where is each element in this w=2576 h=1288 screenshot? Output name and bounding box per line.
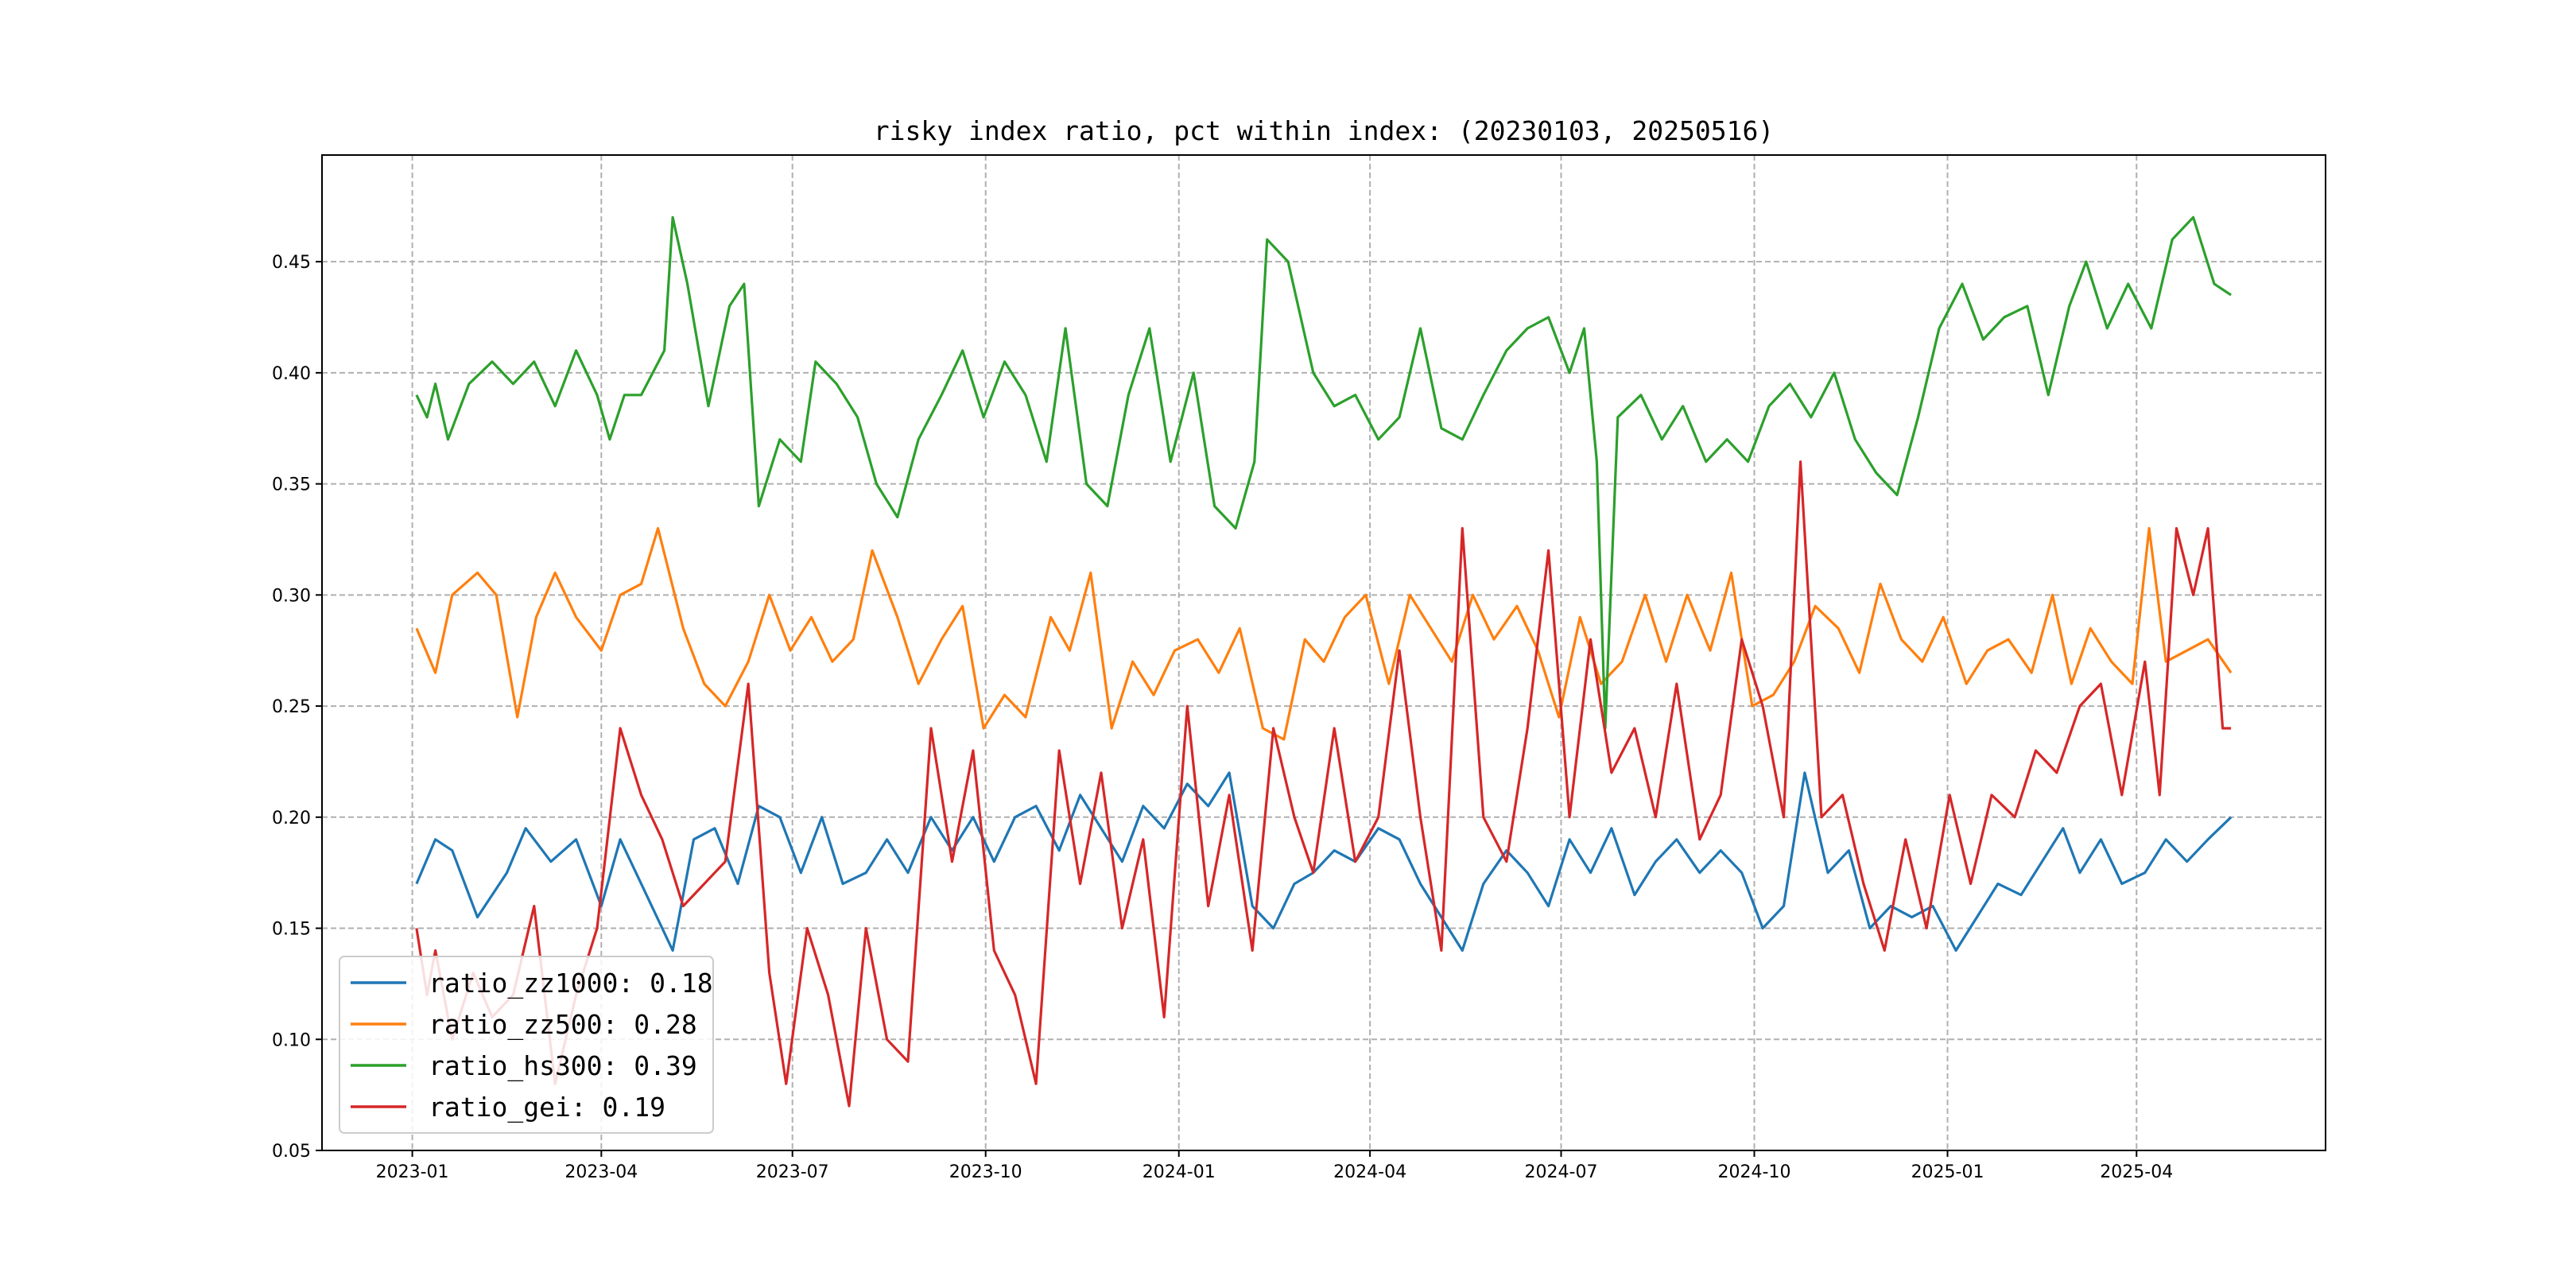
x-tick-label: 2024-01 [1143, 1162, 1216, 1182]
legend-box [339, 956, 714, 1134]
x-tick-label: 2024-04 [1333, 1162, 1406, 1182]
y-tick-label: 0.20 [272, 809, 311, 828]
series-line-ratio_gei [415, 460, 2232, 1108]
legend-label: ratio_zz500: 0.28 [429, 1009, 697, 1041]
y-tick-label: 0.30 [272, 586, 311, 606]
plot-series [415, 215, 2233, 1108]
y-tick-label: 0.25 [272, 697, 311, 717]
y-tick-label: 0.10 [272, 1030, 311, 1050]
y-tick-label: 0.05 [272, 1142, 311, 1162]
legend: ratio_zz1000: 0.18 ratio_zz500: 0.28 ratio… [339, 956, 714, 1134]
y-tick-label: 0.45 [272, 253, 311, 273]
chart-title: risky index ratio, pct within index: (20… [874, 115, 1774, 146]
x-tick-label: 2025-04 [2100, 1162, 2173, 1182]
plot-area-frame [321, 154, 2326, 1151]
y-tick-label: 0.15 [272, 920, 311, 940]
legend-label: ratio_gei: 0.19 [429, 1092, 665, 1123]
series-line-ratio_hs300 [415, 215, 2232, 730]
legend-label: ratio_hs300: 0.39 [429, 1050, 697, 1082]
x-tick-label: 2023-10 [949, 1162, 1022, 1182]
axis-ticks: 2023-01 2023-04 2023-07 2023-10 2024-01 2024-… [272, 253, 2173, 1182]
series-line-ratio_zz500 [415, 526, 2233, 741]
x-tick-label: 2023-04 [564, 1162, 638, 1182]
x-tick-label: 2025-01 [1911, 1162, 1984, 1182]
legend-label: ratio_zz1000: 0.18 [429, 968, 713, 999]
y-tick-label: 0.35 [272, 475, 311, 495]
series-line-ratio_zz1000 [415, 771, 2233, 952]
x-tick-label: 2023-01 [376, 1162, 449, 1182]
x-tick-label: 2024-07 [1525, 1162, 1598, 1182]
y-tick-label: 0.40 [272, 364, 311, 384]
x-tick-label: 2023-07 [756, 1162, 829, 1182]
x-tick-label: 2024-10 [1718, 1162, 1791, 1182]
